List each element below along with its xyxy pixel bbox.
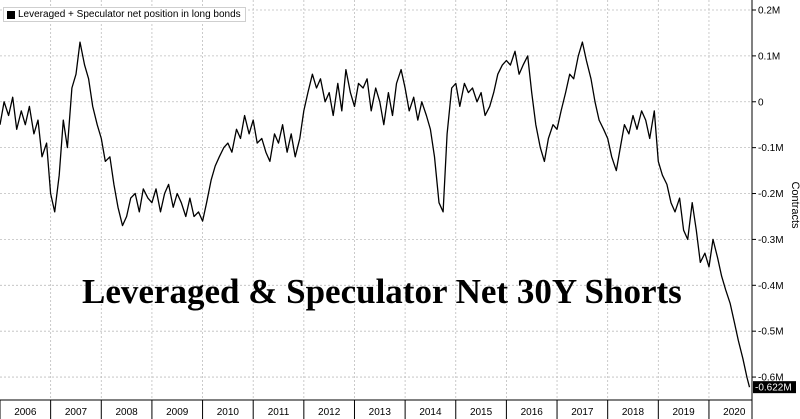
y-axis-label: Contracts bbox=[789, 181, 800, 229]
x-tick-label: 2006 bbox=[14, 407, 37, 418]
series-line bbox=[0, 41, 751, 388]
y-tick-label: -0.2M bbox=[758, 189, 784, 200]
legend-label: Leveraged + Speculator net position in l… bbox=[18, 9, 241, 20]
y-tick-label: -0.5M bbox=[758, 327, 784, 338]
x-tick-label: 2013 bbox=[369, 407, 392, 418]
grid-lines bbox=[0, 0, 753, 419]
x-tick-label: 2019 bbox=[673, 407, 696, 418]
y-tick-label: -0.6M bbox=[758, 373, 784, 384]
y-tick-label: -0.3M bbox=[758, 235, 784, 246]
x-tick-label: 2016 bbox=[521, 407, 544, 418]
legend: Leveraged + Speculator net position in l… bbox=[3, 7, 246, 22]
x-tick-label: 2008 bbox=[115, 407, 138, 418]
last-value-label: -0.622M bbox=[755, 383, 792, 394]
x-tick-label: 2011 bbox=[268, 407, 290, 418]
y-tick-label: 0 bbox=[758, 97, 764, 108]
legend-swatch bbox=[7, 10, 15, 19]
x-tick-label: 2009 bbox=[166, 407, 189, 418]
y-tick-label: 0.1M bbox=[758, 51, 780, 62]
x-tick-label: 2018 bbox=[622, 407, 645, 418]
x-tick-label: 2014 bbox=[419, 407, 442, 418]
x-axis: 2006 2007 2008 2009 2010 2011 2012 2013 2014 2015… bbox=[0, 400, 746, 419]
y-tick-label: 0.2M bbox=[758, 6, 780, 17]
x-tick-label: 2015 bbox=[470, 407, 493, 418]
x-tick-label: 2020 bbox=[723, 407, 746, 418]
last-value-badge-bg bbox=[753, 381, 796, 394]
x-tick-label: 2012 bbox=[318, 407, 341, 418]
y-tick-label: -0.1M bbox=[758, 143, 784, 154]
y-axis: 0.2M 0.1M 0 -0.1M -0.2M -0.3M -0.4M -0.5M -0.6M bbox=[752, 6, 784, 384]
x-tick-label: 2017 bbox=[571, 407, 594, 418]
last-value-badge: -0.622M bbox=[753, 381, 796, 394]
chart-title: Leveraged & Speculator Net 30Y Shorts bbox=[82, 272, 682, 311]
x-tick-label: 2010 bbox=[217, 407, 240, 418]
x-tick-label: 2007 bbox=[65, 407, 88, 418]
y-tick-label: -0.4M bbox=[758, 281, 784, 292]
